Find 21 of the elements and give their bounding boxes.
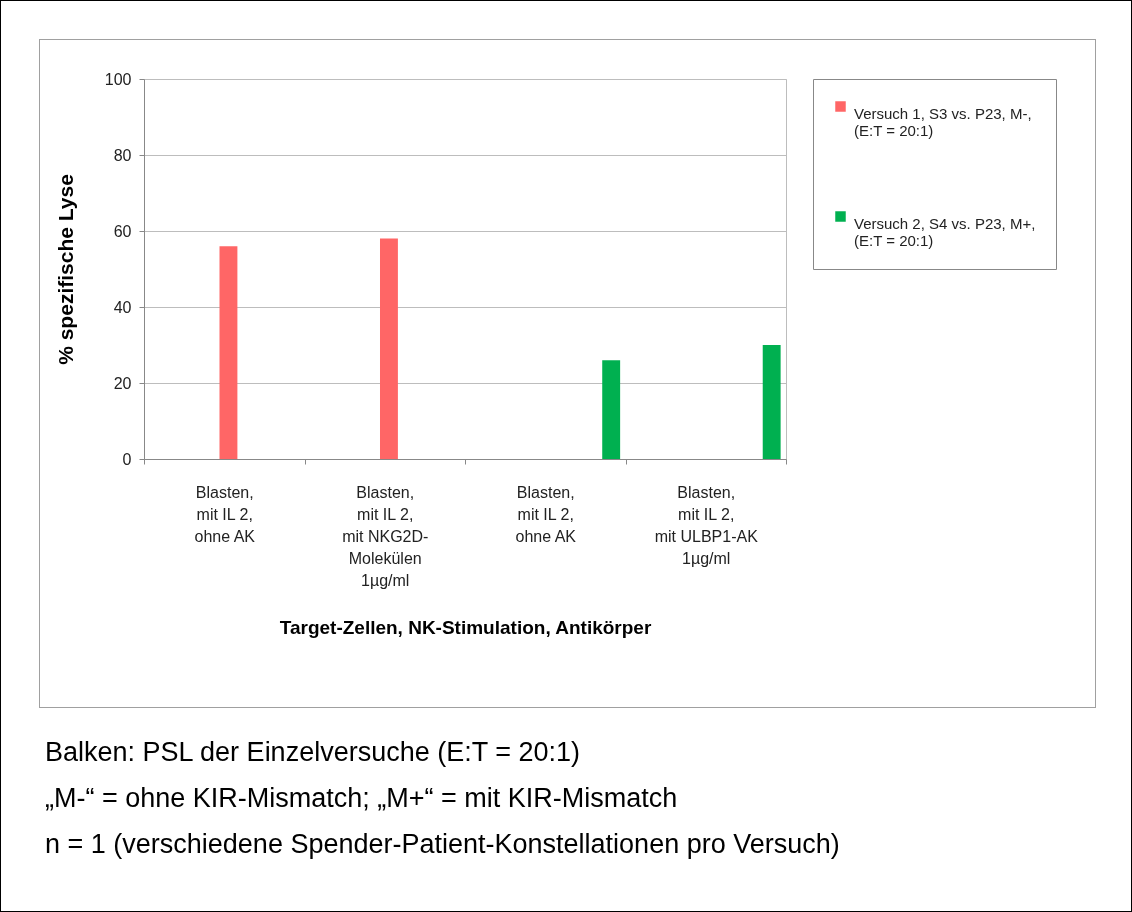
bar — [762, 345, 781, 459]
x-tick-label: Blasten, mit IL 2, ohne AK — [515, 483, 577, 545]
legend-label: Versuch 1, S3 vs. P23, M-, (E:T = 20:1) — [854, 104, 1032, 139]
legend-label: Versuch 2, S4 vs. P23, M+, (E:T = 20:1) — [854, 214, 1036, 249]
y-tick-label: 0 — [122, 450, 132, 468]
x-tick-label: Blasten, mit IL 2, mit NKG2D- Molekülen 1µg/ml — [342, 483, 429, 589]
x-tick-label: Blasten, mit IL 2, ohne AK — [194, 483, 256, 545]
text: Balken: PSL der Einzelversuche (E:T = 20:1) — [45, 736, 582, 769]
y-tick-label: 80 — [113, 146, 132, 164]
y-tick-label: 60 — [113, 222, 132, 240]
bar — [380, 238, 398, 459]
y-axis-title: % spezifische Lyse — [53, 174, 77, 365]
bar — [219, 246, 238, 459]
text: „M-“ = ohne KIR-Mismatch; „M+“ = mit KIR-Mismatch — [45, 782, 679, 815]
text: n = 1 (verschiedene Spender-Patient-Konstellationen pro Versuch) — [45, 828, 840, 861]
y-tick-label: 20 — [113, 374, 132, 392]
bar — [602, 360, 621, 459]
y-tick-label: 100 — [104, 70, 132, 88]
x-tick-label: Blasten, mit IL 2, mit ULBP1-AK 1µg/ml — [654, 483, 759, 567]
y-tick-label: 40 — [113, 298, 132, 316]
x-axis-title: Target-Zellen, NK-Stimulation, Antikörper — [279, 616, 652, 638]
